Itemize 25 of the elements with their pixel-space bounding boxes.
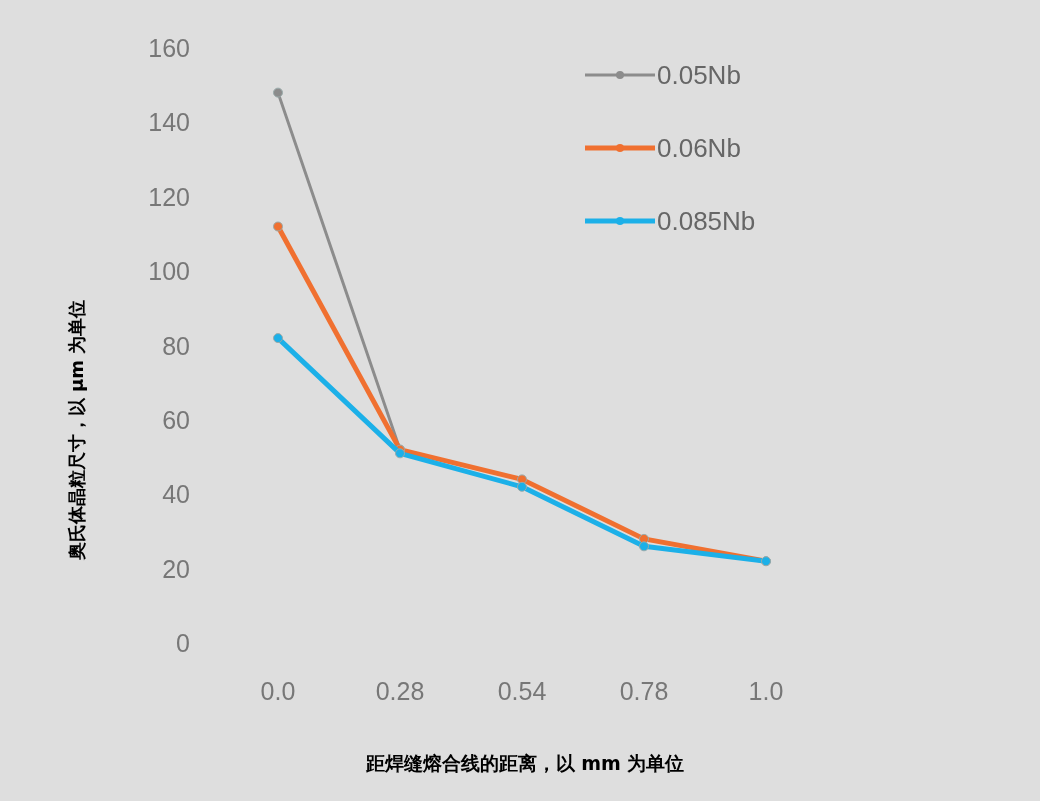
x-axis-title: 距焊缝熔合线的距离，以 mm 为单位 — [364, 752, 685, 774]
point — [273, 87, 283, 98]
x-tick-label: 0.54 — [497, 677, 547, 705]
legend-label: 0.05Nb — [657, 60, 741, 90]
point — [639, 541, 649, 552]
y-tick-label: 40 — [162, 480, 190, 509]
y-tick-label: 20 — [162, 554, 190, 583]
point — [273, 333, 283, 344]
point — [273, 221, 283, 232]
x-tick-label: 0.0 — [260, 677, 296, 705]
y-axis-title: 奥氏体晶粒尺寸，以 μm 为单位 — [66, 299, 87, 562]
y-tick-label: 0 — [176, 629, 190, 657]
y-tick-label: 160 — [148, 34, 190, 62]
point — [395, 448, 405, 459]
x-tick-label: 0.28 — [375, 677, 425, 705]
x-tick-label: 0.78 — [619, 677, 669, 705]
point — [517, 481, 527, 492]
y-tick-label: 60 — [162, 405, 190, 434]
y-tick-label: 100 — [148, 257, 190, 286]
legend-label: 0.085Nb — [657, 206, 756, 236]
x-tick-label: 1.0 — [748, 677, 784, 705]
y-tick-label: 120 — [148, 182, 190, 211]
y-tick-label: 140 — [148, 108, 190, 137]
y-tick-label: 80 — [162, 331, 190, 360]
legend-label: 0.06Nb — [657, 133, 741, 163]
